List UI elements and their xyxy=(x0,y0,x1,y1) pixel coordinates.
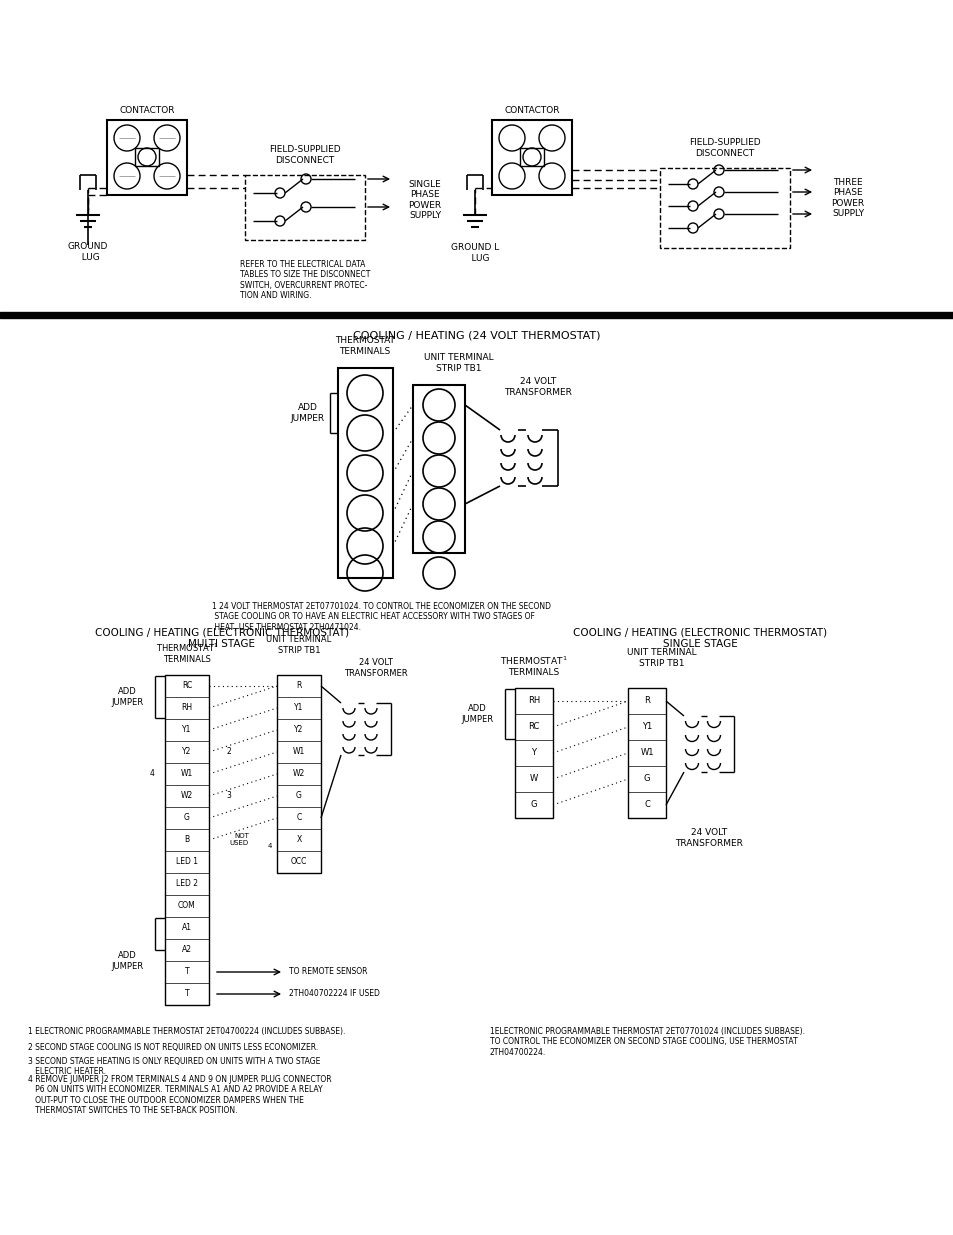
Text: TO REMOTE SENSOR: TO REMOTE SENSOR xyxy=(289,967,367,977)
Text: COOLING / HEATING (24 VOLT THERMOSTAT): COOLING / HEATING (24 VOLT THERMOSTAT) xyxy=(353,330,600,340)
Text: UNIT TERMINAL
STRIP TB1: UNIT TERMINAL STRIP TB1 xyxy=(626,648,696,668)
Text: RC: RC xyxy=(182,682,192,690)
Text: 24 VOLT
TRANSFORMER: 24 VOLT TRANSFORMER xyxy=(675,829,742,847)
Text: W1: W1 xyxy=(639,748,653,757)
Text: Y: Y xyxy=(531,748,536,757)
Text: ADD
JUMPER: ADD JUMPER xyxy=(460,704,493,724)
Text: NOT
USED: NOT USED xyxy=(230,834,249,846)
Text: W2: W2 xyxy=(293,769,305,778)
Text: G: G xyxy=(643,774,650,783)
Text: G: G xyxy=(530,800,537,809)
Text: RH: RH xyxy=(527,697,539,705)
Text: 2 SECOND STAGE COOLING IS NOT REQUIRED ON UNITS LESS ECONOMIZER.: 2 SECOND STAGE COOLING IS NOT REQUIRED O… xyxy=(28,1044,318,1052)
Text: T: T xyxy=(185,989,189,999)
Text: 4: 4 xyxy=(150,769,154,778)
Text: ADD
JUMPER: ADD JUMPER xyxy=(111,951,143,971)
Text: R: R xyxy=(296,682,301,690)
Text: COOLING / HEATING (ELECTRONIC THERMOSTAT)
SINGLE STAGE: COOLING / HEATING (ELECTRONIC THERMOSTAT… xyxy=(573,627,826,648)
Text: THREE
PHASE
POWER
SUPPLY: THREE PHASE POWER SUPPLY xyxy=(831,178,863,219)
Text: UNIT TERMINAL
STRIP TB1: UNIT TERMINAL STRIP TB1 xyxy=(266,635,332,655)
Text: 1 24 VOLT THERMOSTAT 2ET07701024. TO CONTROL THE ECONOMIZER ON THE SECOND
 STAGE: 1 24 VOLT THERMOSTAT 2ET07701024. TO CON… xyxy=(212,601,551,632)
Text: 3: 3 xyxy=(226,792,232,800)
Text: T: T xyxy=(185,967,189,977)
Text: R: R xyxy=(643,697,649,705)
Text: CONTACTOR: CONTACTOR xyxy=(119,105,174,115)
Text: 2: 2 xyxy=(227,747,232,757)
Text: W1: W1 xyxy=(293,747,305,757)
Text: Y2: Y2 xyxy=(294,725,303,735)
Text: W2: W2 xyxy=(181,792,193,800)
Text: GROUND
  LUG: GROUND LUG xyxy=(68,242,108,262)
Text: 2TH040702224 IF USED: 2TH040702224 IF USED xyxy=(289,989,379,999)
Text: OCC: OCC xyxy=(291,857,307,867)
Text: W1: W1 xyxy=(181,769,193,778)
Text: C: C xyxy=(643,800,649,809)
Text: COOLING / HEATING (ELECTRONIC THERMOSTAT)
MULTI STAGE: COOLING / HEATING (ELECTRONIC THERMOSTAT… xyxy=(95,627,349,648)
Text: B: B xyxy=(184,836,190,845)
Text: C: C xyxy=(296,814,301,823)
Text: A1: A1 xyxy=(182,924,192,932)
Text: SINGLE
PHASE
POWER
SUPPLY: SINGLE PHASE POWER SUPPLY xyxy=(408,180,441,220)
Text: CONTACTOR: CONTACTOR xyxy=(504,105,559,115)
Text: Y1: Y1 xyxy=(182,725,192,735)
Text: A2: A2 xyxy=(182,946,192,955)
Text: Y2: Y2 xyxy=(182,747,192,757)
Text: ADD
JUMPER: ADD JUMPER xyxy=(111,688,143,706)
Text: THERMOSTAT$^1$
TERMINALS: THERMOSTAT$^1$ TERMINALS xyxy=(155,642,218,664)
Text: FIELD-SUPPLIED
DISCONNECT: FIELD-SUPPLIED DISCONNECT xyxy=(688,138,760,158)
Text: 1ELECTRONIC PROGRAMMABLE THERMOSTAT 2ET07701024 (INCLUDES SUBBASE).
TO CONTROL T: 1ELECTRONIC PROGRAMMABLE THERMOSTAT 2ET0… xyxy=(490,1028,804,1057)
Text: FIELD-SUPPLIED
DISCONNECT: FIELD-SUPPLIED DISCONNECT xyxy=(269,146,340,164)
Text: 3 SECOND STAGE HEATING IS ONLY REQUIRED ON UNITS WITH A TWO STAGE
   ELECTRIC HE: 3 SECOND STAGE HEATING IS ONLY REQUIRED … xyxy=(28,1057,320,1077)
Text: G: G xyxy=(295,792,301,800)
Text: RH: RH xyxy=(181,704,193,713)
Text: 24 VOLT
TRANSFORMER: 24 VOLT TRANSFORMER xyxy=(503,378,572,396)
Text: W: W xyxy=(529,774,537,783)
Text: Y1: Y1 xyxy=(641,722,652,731)
Text: Y1: Y1 xyxy=(294,704,303,713)
Text: RC: RC xyxy=(528,722,539,731)
Text: 4: 4 xyxy=(268,844,272,848)
Text: UNIT TERMINAL
STRIP TB1: UNIT TERMINAL STRIP TB1 xyxy=(424,353,494,373)
Text: ADD
JUMPER: ADD JUMPER xyxy=(291,404,325,422)
Text: GROUND L
    LUG: GROUND L LUG xyxy=(451,243,498,263)
Text: THERMOSTAT
TERMINALS: THERMOSTAT TERMINALS xyxy=(335,336,395,356)
Text: LED 2: LED 2 xyxy=(175,879,198,888)
Text: REFER TO THE ELECTRICAL DATA
TABLES TO SIZE THE DISCONNECT
SWITCH, OVERCURRENT P: REFER TO THE ELECTRICAL DATA TABLES TO S… xyxy=(240,261,370,300)
Text: 24 VOLT
TRANSFORMER: 24 VOLT TRANSFORMER xyxy=(344,658,407,678)
Text: 1 ELECTRONIC PROGRAMMABLE THERMOSTAT 2ET04700224 (INCLUDES SUBBASE).: 1 ELECTRONIC PROGRAMMABLE THERMOSTAT 2ET… xyxy=(28,1028,345,1036)
Text: THERMOSTAT$^1$
TERMINALS: THERMOSTAT$^1$ TERMINALS xyxy=(499,655,567,678)
Text: 4 REMOVE JUMPER J2 FROM TERMINALS 4 AND 9 ON JUMPER PLUG CONNECTOR
   P6 ON UNIT: 4 REMOVE JUMPER J2 FROM TERMINALS 4 AND … xyxy=(28,1074,332,1115)
Text: G: G xyxy=(184,814,190,823)
Text: X: X xyxy=(296,836,301,845)
Text: LED 1: LED 1 xyxy=(175,857,198,867)
Text: COM: COM xyxy=(178,902,195,910)
